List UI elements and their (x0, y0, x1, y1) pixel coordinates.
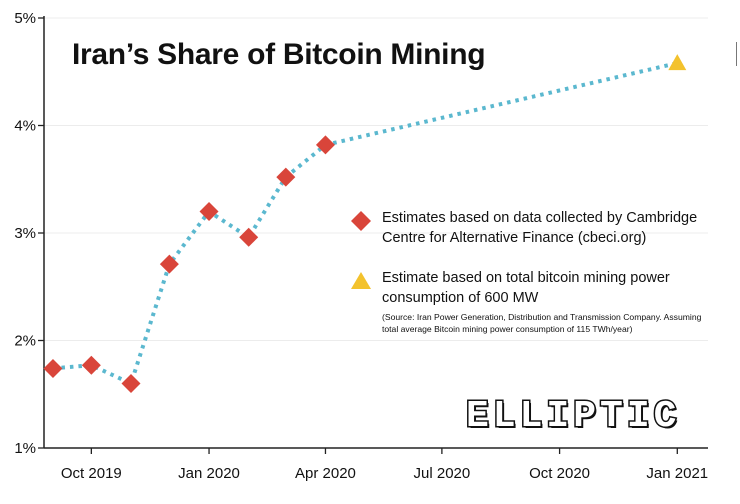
y-tick-label: 1% (14, 440, 36, 457)
chart-title: Iran’s Share of Bitcoin Mining (72, 38, 486, 71)
y-tick-label: 3% (14, 225, 36, 242)
x-tick-label: Jan 2020 (178, 465, 240, 482)
tick-labels: 1% 2% 3% 4% 5% Oct 2019 Jan 2020 Apr 2020 Jul 20… (14, 10, 708, 482)
grid-lines (44, 17, 708, 341)
legend-item-power: Estimate based on total bitcoin mining p… (348, 268, 718, 335)
x-tick-label: Oct 2020 (529, 465, 590, 482)
data-point-diamond (159, 254, 179, 274)
legend-label-power: Estimate based on total bitcoin mining p… (382, 270, 670, 306)
x-tick-label: Jul 2020 (414, 465, 471, 482)
data-point-diamond (121, 374, 141, 393)
elliptic-logo: ELLIPTIC (464, 394, 681, 440)
yellow-triangle-icon (351, 272, 371, 289)
red-diamond-icon (351, 211, 371, 231)
data-point-triangle (668, 54, 687, 71)
data-point-diamond (315, 135, 335, 155)
data-point-diamond (43, 358, 63, 378)
data-points (43, 54, 687, 393)
legend-item-cambridge: Estimates based on data collected by Cam… (348, 208, 718, 248)
edge-divider (736, 42, 737, 66)
axes (38, 16, 708, 454)
y-tick-label: 4% (14, 118, 36, 135)
legend-label-cambridge: Estimates based on data collected by Cam… (382, 210, 698, 246)
data-point-diamond (276, 167, 296, 187)
y-tick-label: 2% (14, 333, 36, 350)
legend-source-note: (Source: Iran Power Generation, Distribu… (382, 312, 702, 334)
x-tick-label: Jan 2021 (646, 465, 708, 482)
y-tick-label: 5% (14, 10, 36, 27)
x-tick-label: Apr 2020 (295, 465, 356, 482)
data-point-diamond (239, 227, 259, 247)
data-point-diamond (199, 202, 219, 221)
x-tick-label: Oct 2019 (61, 465, 122, 482)
legend: Estimates based on data collected by Cam… (348, 208, 718, 335)
data-point-diamond (81, 355, 101, 375)
